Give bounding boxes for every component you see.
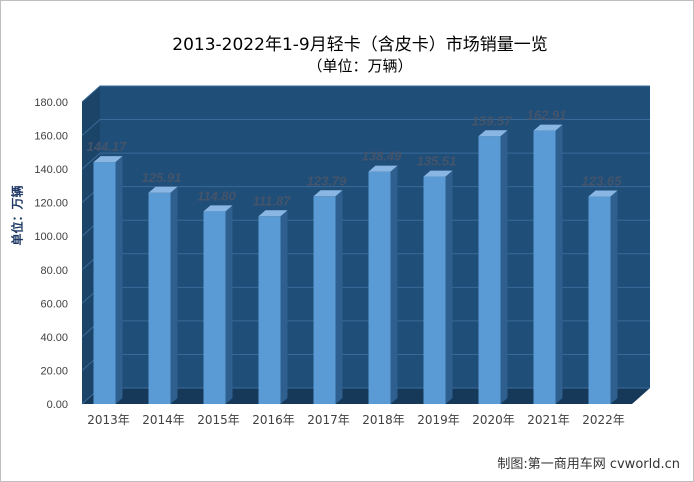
bar-side [115, 156, 123, 404]
y-tick-label: 60.00 [40, 298, 68, 310]
y-tick-label: 0.00 [47, 399, 68, 411]
bar-top [423, 170, 453, 177]
x-tick-label: 2014年 [142, 413, 185, 427]
bar-top [588, 190, 618, 197]
chart-credit: 制图:第一商用车网 cvworld.cn [497, 457, 680, 472]
bar-side [500, 130, 508, 405]
chart-subtitle: （单位：万辆） [307, 57, 413, 75]
x-tick-label: 2016年 [252, 413, 295, 427]
y-tick-label: 120.00 [34, 198, 68, 210]
bar-side [170, 186, 178, 404]
bar [203, 211, 226, 404]
bar [258, 216, 281, 404]
data-label: 138.49 [362, 149, 403, 164]
bar [368, 171, 391, 404]
y-tick-label: 180.00 [34, 97, 68, 109]
y-tick-label: 100.00 [34, 231, 68, 243]
bar-side [225, 205, 233, 404]
bar-top [148, 186, 178, 193]
bar-side [555, 124, 563, 405]
bar [148, 192, 171, 404]
y-tick-label: 80.00 [40, 265, 68, 277]
bar [478, 136, 501, 405]
x-tick-label: 2022年 [582, 413, 625, 427]
bar-top [533, 124, 563, 131]
bar [93, 162, 116, 404]
x-tick-label: 2013年 [87, 413, 130, 427]
bar-top [93, 156, 123, 163]
bar-side [445, 170, 453, 404]
x-tick-label: 2021年 [527, 413, 570, 427]
bar [423, 176, 446, 404]
x-tick-label: 2015年 [197, 413, 240, 427]
data-label: 162.91 [527, 108, 567, 123]
bar-top [258, 210, 288, 217]
x-tick-label: 2020年 [472, 413, 515, 427]
bar [313, 196, 336, 404]
data-label: 123.65 [582, 174, 623, 189]
bar-top [368, 165, 398, 172]
bar-top [313, 190, 343, 197]
bar [588, 196, 611, 404]
y-tick-label: 160.00 [34, 131, 68, 143]
data-label: 114.80 [197, 188, 237, 203]
x-tick-label: 2019年 [417, 413, 460, 427]
bar-side [335, 190, 343, 404]
y-tick-label: 140.00 [34, 164, 68, 176]
bar-side [280, 210, 288, 404]
x-tick-label: 2018年 [362, 413, 405, 427]
data-label: 159.57 [472, 113, 513, 128]
data-label: 123.79 [307, 173, 348, 188]
gridline [81, 152, 650, 170]
bar-side [390, 165, 398, 404]
data-label: 125.91 [142, 170, 182, 185]
x-tick-label: 2017年 [307, 413, 350, 427]
bar-top [203, 205, 233, 212]
bar [533, 130, 556, 404]
data-label: 144.17 [87, 139, 128, 154]
gridline [81, 85, 650, 103]
bar-top [478, 130, 508, 137]
gridline [81, 119, 650, 136]
y-tick-label: 40.00 [40, 332, 68, 344]
y-tick-label: 20.00 [40, 365, 68, 377]
chart-title: 2013-2022年1-9月轻卡（含皮卡）市场销量一览 [172, 35, 548, 55]
data-label: 135.51 [417, 154, 457, 169]
bar-side [610, 190, 618, 404]
data-label: 111.87 [253, 193, 292, 208]
